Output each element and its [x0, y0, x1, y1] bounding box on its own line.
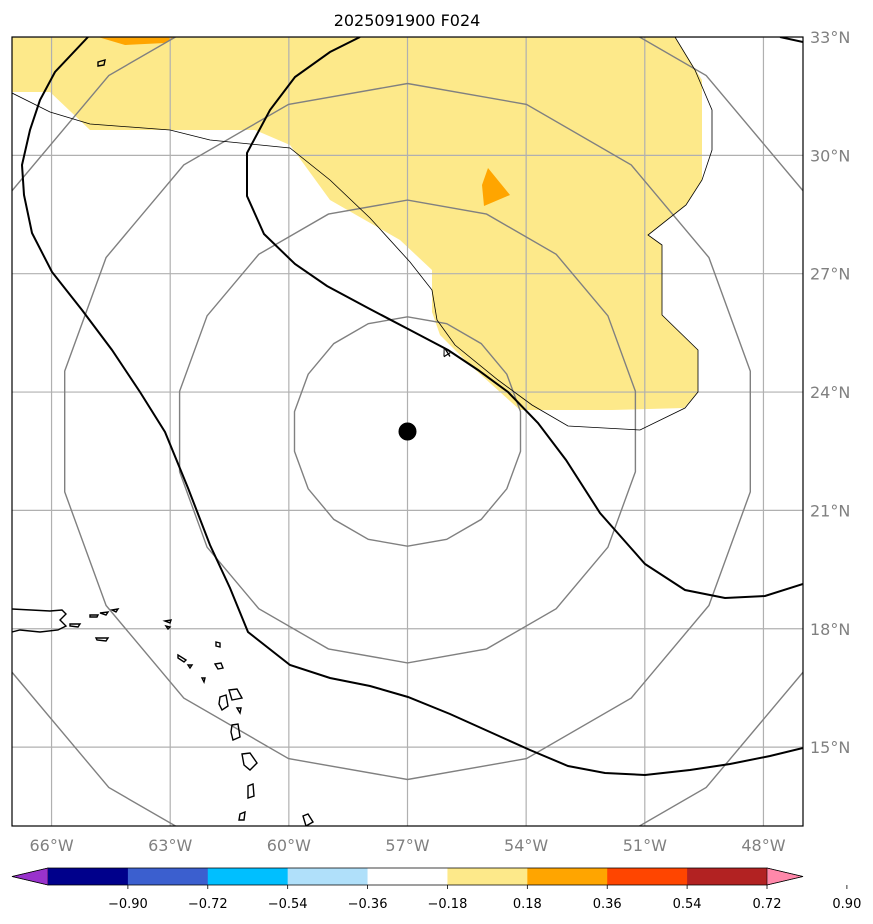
islands [12, 59, 314, 826]
map-area: 4 [12, 37, 803, 826]
positive-field-core [482, 168, 510, 206]
island-coastline [238, 810, 246, 821]
colorbar-segment [607, 868, 688, 885]
longitude-label: 66°W [29, 836, 73, 855]
island-coastline [200, 677, 206, 685]
colorbar-segment [367, 868, 448, 885]
contour-lines [20, 37, 803, 777]
island-coastline [99, 611, 110, 616]
longitude-labels: 66°W 63°W 60°W 57°W 54°W 51°W 48°W [29, 836, 785, 855]
range-ring [12, 37, 803, 826]
range-ring [178, 199, 637, 664]
colorbar-tick-label: 0.54 [673, 897, 702, 912]
island-coastline [218, 694, 229, 712]
island-coastline [302, 813, 314, 826]
colorbar-segment [287, 868, 369, 885]
island-coastline [94, 637, 110, 642]
colorbar-tick-label: −0.54 [268, 897, 308, 912]
island-coastline [89, 614, 100, 618]
colorbar-tick-label: 0.36 [593, 897, 622, 912]
island-coastline [12, 608, 68, 633]
island-coastline [164, 624, 172, 631]
island-coastline [213, 662, 224, 670]
island-coastline [97, 59, 106, 67]
latitude-label: 18°N [810, 620, 850, 639]
island-coastline [235, 707, 242, 715]
graticule [12, 37, 803, 826]
latitude-label: 30°N [810, 146, 850, 165]
colorbar-tick-label: −0.18 [428, 897, 468, 912]
boundary-lines [12, 37, 713, 431]
contour-line [20, 37, 803, 777]
colorbar-segment [527, 868, 608, 885]
longitude-label: 51°W [623, 836, 667, 855]
island-coastline [228, 688, 244, 701]
island-coastline [247, 782, 255, 799]
map-title: 2025091900 F024 [334, 11, 481, 30]
colorbar-segment [447, 868, 528, 885]
longitude-label: 57°W [385, 836, 429, 855]
positive-field-core [98, 37, 175, 45]
map-frame [11, 36, 804, 827]
island-coastline [215, 641, 221, 648]
colorbar-tick-label: 0.18 [513, 897, 542, 912]
latitude-labels: 33°N 30°N 27°N 24°N 21°N 18°N 15°N [810, 28, 850, 757]
longitude-label: 60°W [267, 836, 311, 855]
island-coastline [186, 664, 194, 670]
colorbar-segment [127, 868, 209, 885]
longitude-label: 63°W [148, 836, 192, 855]
island-coastline [177, 653, 188, 663]
positive-field-area [12, 37, 702, 410]
contour-line [779, 37, 803, 43]
contour-line [246, 37, 803, 600]
colorbar-tick-label: 0.90 [832, 897, 861, 912]
latitude-label: 24°N [810, 383, 850, 402]
island-coastline [241, 752, 258, 771]
range-ring [63, 82, 751, 781]
storm-center-marker [398, 422, 417, 441]
colorbar-tick-label: −0.72 [188, 897, 228, 912]
colorbar: −0.90 −0.72 −0.54 −0.36 −0.18 0.18 0.36 0.54 0.7… [11, 867, 861, 912]
colorbar-segment [687, 868, 768, 885]
island-coastline [69, 623, 82, 628]
colorbar-tick-label: 0.72 [753, 897, 782, 912]
range-ring [293, 316, 522, 547]
latitude-label: 33°N [810, 28, 850, 47]
island-coastline [162, 619, 173, 624]
latitude-label: 27°N [810, 265, 850, 284]
longitude-label: 48°W [741, 836, 785, 855]
colorbar-outline [11, 867, 804, 886]
range-rings [12, 37, 803, 826]
colorbar-extend-min [11, 867, 49, 886]
island-coastline [109, 608, 120, 613]
latitude-label: 15°N [810, 738, 850, 757]
colorbar-tick-label: −0.90 [108, 897, 148, 912]
colorbar-segment [207, 868, 289, 885]
longitude-label: 54°W [504, 836, 548, 855]
latitude-label: 21°N [810, 501, 850, 520]
colorbar-tick-label: −0.36 [348, 897, 388, 912]
colorbar-extend-max [766, 867, 804, 886]
island-coastline [230, 723, 241, 741]
colorbar-segment [48, 868, 129, 885]
